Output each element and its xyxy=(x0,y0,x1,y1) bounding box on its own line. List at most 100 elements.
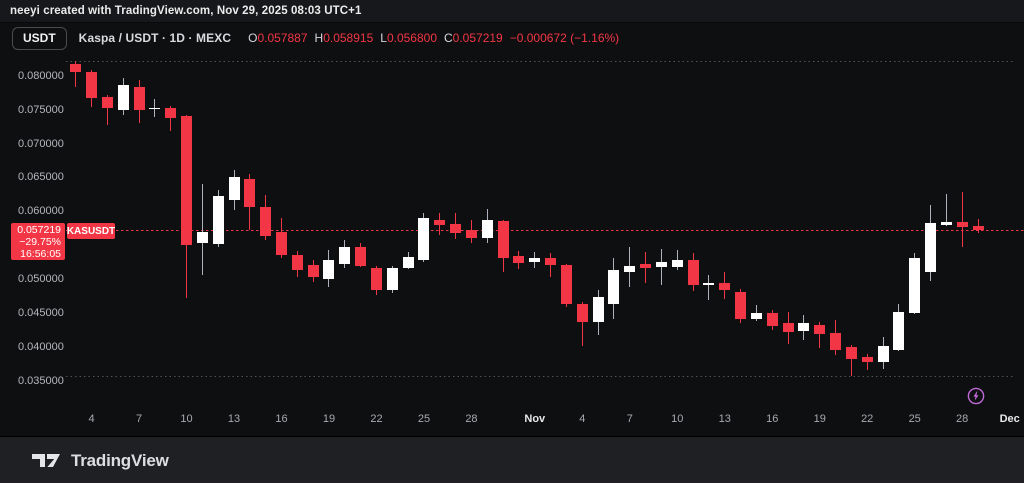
lightning-icon xyxy=(967,387,985,405)
candle-body xyxy=(845,347,857,359)
quote-currency-button[interactable]: USDT xyxy=(12,26,67,50)
candle-body xyxy=(513,256,525,263)
candle-wick xyxy=(660,248,662,286)
candle-wick xyxy=(692,252,694,291)
candle-wick xyxy=(91,70,93,107)
candle-body xyxy=(434,220,446,225)
time-axis-label: 13 xyxy=(227,413,241,425)
candle-wick xyxy=(850,345,852,376)
time-axis-label: 28 xyxy=(465,413,478,425)
range-low-line xyxy=(66,376,1014,377)
candle-body xyxy=(576,303,588,322)
candle-wick xyxy=(233,170,235,211)
candle-body xyxy=(323,260,335,279)
candle-body xyxy=(450,223,462,234)
candle-wick xyxy=(502,219,504,272)
candle-wick xyxy=(360,243,362,267)
time-axis-label: 4 xyxy=(88,413,95,425)
candle-wick xyxy=(819,321,821,349)
candle-wick xyxy=(629,246,631,287)
time-axis-label: 7 xyxy=(135,413,143,425)
candle-wick xyxy=(75,60,77,87)
close-value: 0.057219 xyxy=(452,31,503,45)
candle-wick xyxy=(375,265,377,295)
time-axis[interactable]: 4 7 10 13 16 19 22 25 28 Nov 4 7 10 13 16 19 22 25 28 Dec xyxy=(0,400,1024,432)
candle-wick xyxy=(534,252,536,268)
price-axis-label: 0.075000 xyxy=(18,103,64,116)
candle-body xyxy=(370,267,382,291)
candle-body xyxy=(655,261,667,267)
last-price-label: 0.057219 −29.75% 16:56:05 xyxy=(11,223,65,260)
time-axis-label: 13 xyxy=(718,413,731,425)
time-axis-label: 25 xyxy=(417,413,431,425)
candle-body xyxy=(830,332,842,350)
price-axis-label: 0.060000 xyxy=(18,205,64,218)
candle-body xyxy=(798,323,810,331)
candle-body xyxy=(228,177,240,200)
candle-body xyxy=(735,292,747,319)
candle-wick xyxy=(771,309,773,331)
candle-wick xyxy=(280,218,282,258)
tradingview-logo-icon xyxy=(32,454,60,467)
candle-wick xyxy=(581,302,583,347)
candle-body xyxy=(766,313,778,327)
last-price-value: 0.057219 xyxy=(17,224,61,236)
low-label: L xyxy=(380,31,387,45)
time-axis-label: 4 xyxy=(579,413,586,425)
high-label: H xyxy=(314,31,324,45)
time-axis-label: 19 xyxy=(322,413,336,425)
candle-body xyxy=(181,116,192,245)
time-axis-label: 22 xyxy=(370,413,383,425)
candle-body xyxy=(196,231,208,244)
candle-body xyxy=(608,270,620,304)
candle-body xyxy=(703,283,715,285)
flash-action-button[interactable] xyxy=(967,387,985,405)
close-label: C xyxy=(444,31,453,45)
price-axis-label: 0.050000 xyxy=(18,273,64,286)
candle-wick xyxy=(138,79,140,124)
candle-wick xyxy=(122,77,124,116)
candle-wick xyxy=(708,275,710,301)
candle-wick xyxy=(344,239,346,269)
footer-bar: TradingView xyxy=(0,436,1024,483)
candle-wick xyxy=(518,251,520,270)
price-axis[interactable]: 0.080000 0.075000 0.070000 0.065000 0.060000… xyxy=(0,52,64,397)
candle-body xyxy=(750,313,762,319)
candle-wick xyxy=(407,252,409,270)
symbol-title[interactable]: Kaspa / USDT · 1D · MEXC xyxy=(78,31,232,45)
candle-wick xyxy=(898,303,900,352)
candle-wick xyxy=(312,260,314,282)
last-price-line xyxy=(66,230,1024,231)
candle-wick xyxy=(186,115,187,299)
high-value: 0.058915 xyxy=(323,31,374,45)
candle-body xyxy=(861,356,873,362)
candle-body xyxy=(624,265,636,272)
candle-wick xyxy=(265,195,267,240)
candle-body xyxy=(687,260,699,286)
candle-wick xyxy=(803,315,805,340)
candle-wick xyxy=(154,98,156,118)
candle-wick xyxy=(613,257,615,319)
candle-wick xyxy=(787,311,789,344)
symbol-badge: KASUSDT xyxy=(67,223,115,239)
change-percent: −29.75% xyxy=(19,236,61,248)
candle-wick xyxy=(550,253,552,277)
candle-body xyxy=(893,312,905,350)
candle-body xyxy=(117,85,129,111)
price-axis-label: 0.080000 xyxy=(18,69,64,82)
tradingview-logo[interactable]: TradingView xyxy=(30,451,169,471)
price-axis-label: 0.040000 xyxy=(18,341,64,354)
candle-body xyxy=(402,256,414,268)
candle-body xyxy=(592,296,604,322)
candle-wick xyxy=(328,250,330,287)
candle-wick xyxy=(486,208,488,244)
change-value: −0.000672 (−1.16%) xyxy=(509,31,620,45)
candle-body xyxy=(244,178,256,207)
candle-wick xyxy=(296,250,298,277)
candle-wick xyxy=(961,191,963,247)
candle-body xyxy=(529,257,541,262)
attribution-text: neeyi created with TradingView.com, Nov … xyxy=(10,5,362,17)
open-value: 0.057887 xyxy=(257,31,308,45)
candle-wick xyxy=(676,250,678,271)
